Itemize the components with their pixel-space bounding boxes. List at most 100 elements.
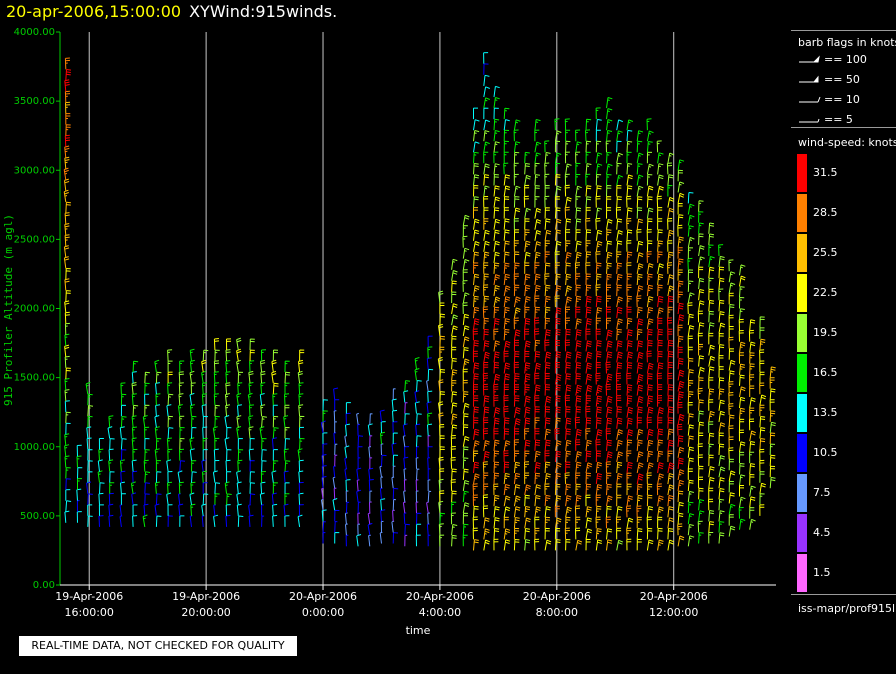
wind-barb: [667, 351, 674, 363]
wind-barb: [677, 181, 685, 193]
wind-barb: [615, 206, 622, 219]
wind-barb: [462, 490, 469, 503]
wind-barb: [248, 382, 254, 395]
wind-barb: [728, 403, 734, 416]
wind-barb: [636, 318, 644, 330]
wind-barb: [426, 401, 432, 414]
wind-barb: [616, 262, 622, 274]
wind-barb: [473, 295, 479, 308]
wind-barb: [626, 406, 634, 418]
wind-barb: [272, 460, 279, 472]
x-tick-date: 20-Apr-2006: [523, 590, 591, 603]
wind-barb: [565, 296, 572, 308]
wind-barb: [272, 382, 279, 395]
wind-barb: [687, 325, 695, 337]
wind-barb: [554, 428, 560, 440]
wind-barb: [524, 428, 530, 440]
wind-barb: [657, 539, 664, 551]
x-tick-time: 20:00:00: [181, 606, 230, 619]
wind-barb: [450, 446, 456, 458]
wind-barb: [718, 510, 725, 522]
wind-barb: [544, 152, 551, 164]
wind-barb: [708, 454, 714, 467]
wind-barb: [225, 382, 231, 395]
wind-barb: [667, 196, 675, 208]
wind-barb: [212, 470, 218, 483]
wind-barb: [451, 346, 457, 359]
wind-barb: [606, 207, 612, 219]
wind-barb: [554, 240, 562, 252]
wind-barb: [513, 351, 520, 363]
wind-barb: [462, 325, 470, 337]
x-tick-date: 20-Apr-2006: [406, 590, 474, 603]
wind-barb: [626, 262, 632, 274]
data-source-label: iss-mapr/prof915l: [798, 602, 896, 615]
wind-barb: [677, 324, 683, 337]
wind-barb: [565, 373, 571, 385]
wind-barb: [64, 90, 71, 103]
wind-barb: [462, 446, 469, 458]
wind-barb: [769, 476, 776, 489]
wind-barb: [473, 440, 480, 451]
wind-barb: [698, 343, 704, 356]
wind-barb: [462, 336, 470, 348]
wind-barb: [451, 303, 458, 315]
wind-barb: [493, 494, 500, 507]
wind-barb: [554, 130, 562, 142]
wind-barb: [667, 517, 674, 529]
wind-barb: [473, 373, 479, 385]
wind-barb: [214, 437, 220, 450]
barb-legend-item: == 50: [798, 73, 860, 89]
wind-barb: [236, 348, 242, 362]
wind-barb: [636, 451, 644, 463]
wind-barb: [759, 404, 765, 417]
wind-barb: [739, 308, 745, 320]
wind-barb: [190, 503, 196, 516]
wind-barb: [657, 185, 664, 197]
wind-barb: [109, 471, 115, 483]
wind-barb: [667, 174, 674, 186]
wind-barb: [749, 341, 756, 353]
speed-swatch: [797, 274, 807, 312]
wind-barb: [698, 211, 704, 223]
wind-barb: [626, 527, 632, 540]
speed-swatch-label: 7.5: [813, 486, 831, 499]
wind-barb: [473, 428, 480, 440]
wind-barb: [667, 528, 674, 540]
wind-barb: [739, 264, 746, 276]
wind-barb: [524, 218, 530, 230]
wind-barb: [179, 415, 185, 428]
wind-barb: [322, 443, 328, 456]
wind-barb: [144, 482, 150, 494]
wind-barb: [179, 360, 185, 373]
wind-barb: [605, 306, 611, 319]
wind-barb: [534, 417, 540, 429]
wind-barb: [402, 501, 406, 514]
wind-barb: [585, 439, 592, 451]
wind-barb: [345, 534, 349, 547]
wind-barb: [698, 476, 704, 489]
wind-barb: [226, 427, 232, 439]
wind-barb: [513, 196, 520, 208]
wind-barb: [544, 162, 550, 175]
wind-barb: [427, 423, 433, 436]
wind-barb: [345, 490, 349, 503]
wind-barb: [606, 151, 612, 164]
wind-barb: [321, 498, 324, 511]
wind-barb: [728, 304, 735, 316]
barb-flag-icon: [799, 55, 820, 63]
wind-barb: [132, 360, 139, 373]
wind-barb: [225, 514, 231, 527]
wind-barb: [626, 483, 632, 496]
wind-barb: [769, 366, 776, 378]
wind-barb: [167, 371, 173, 384]
wind-barb: [65, 113, 71, 125]
wind-barb: [739, 407, 745, 420]
wind-barb: [646, 406, 654, 418]
wind-barb: [534, 152, 541, 164]
wind-barb: [534, 351, 541, 363]
wind-barb: [213, 338, 220, 351]
wind-barb: [345, 402, 351, 414]
wind-barb: [708, 299, 715, 312]
wind-barb: [636, 263, 644, 274]
